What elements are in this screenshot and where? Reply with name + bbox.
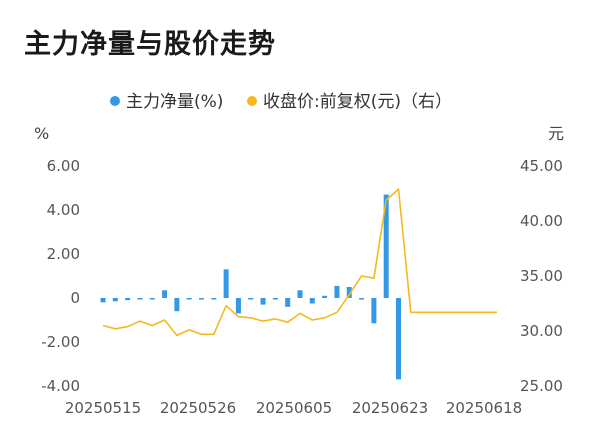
right-tick-label: 35.00 (520, 267, 563, 285)
net-volume-bar[interactable] (125, 298, 131, 301)
net-volume-bar[interactable] (162, 290, 168, 298)
close-price-line[interactable] (102, 188, 497, 337)
net-volume-bar[interactable] (334, 285, 340, 298)
right-tick-label: 25.00 (520, 377, 563, 395)
left-tick-label: 2.00 (47, 245, 80, 263)
net-volume-bar[interactable] (199, 298, 204, 300)
x-tick-label: 20250618 (446, 399, 522, 417)
left-tick-label: 6.00 (47, 157, 80, 175)
net-volume-bars (100, 194, 401, 380)
left-tick-label: -2.00 (41, 333, 80, 351)
left-tick-label: 4.00 (47, 201, 80, 219)
legend-marker-close-price[interactable] (247, 96, 257, 106)
chart-title: 主力净量与股价走势 (24, 29, 276, 60)
left-tick-label: -4.00 (41, 377, 80, 395)
x-tick-label: 20250605 (256, 399, 332, 417)
left-axis-unit: % (34, 124, 49, 143)
net-volume-bar[interactable] (149, 298, 155, 300)
net-volume-bar[interactable] (260, 298, 266, 305)
net-volume-bar[interactable] (248, 298, 254, 300)
net-volume-bar[interactable] (322, 295, 328, 298)
net-volume-bar[interactable] (272, 298, 278, 300)
net-volume-bar[interactable] (174, 298, 180, 312)
right-tick-label: 40.00 (520, 212, 563, 230)
net-volume-bar[interactable] (346, 287, 352, 298)
x-tick-label: 20250526 (160, 399, 236, 417)
right-tick-label: 45.00 (520, 157, 563, 175)
left-tick-label: 0 (70, 289, 80, 307)
net-volume-bar[interactable] (235, 298, 241, 314)
close-price-line-group (102, 188, 497, 337)
net-volume-bar[interactable] (112, 298, 118, 302)
legend-marker-net-volume[interactable] (110, 96, 120, 106)
net-volume-bar[interactable] (396, 298, 401, 380)
net-volume-bar[interactable] (285, 298, 291, 307)
net-volume-bar[interactable] (100, 298, 106, 303)
net-volume-bar[interactable] (211, 298, 217, 300)
legend-label-close-price[interactable]: 收盘价:前复权(元)（右） (263, 92, 452, 112)
right-tick-label: 30.00 (520, 322, 563, 340)
right-axis-unit: 元 (548, 124, 564, 143)
x-tick-label: 20250623 (352, 399, 428, 417)
net-volume-bar[interactable] (383, 194, 389, 298)
x-tick-label: 20250515 (65, 399, 141, 417)
legend-label-net-volume[interactable]: 主力净量(%) (126, 92, 223, 112)
net-volume-bar[interactable] (359, 298, 365, 300)
net-volume-bar[interactable] (297, 290, 303, 298)
net-volume-bar[interactable] (309, 298, 315, 304)
net-volume-bar[interactable] (186, 298, 192, 300)
net-volume-bar[interactable] (137, 298, 143, 300)
net-volume-bar[interactable] (223, 269, 229, 298)
net-volume-bar[interactable] (371, 298, 377, 324)
